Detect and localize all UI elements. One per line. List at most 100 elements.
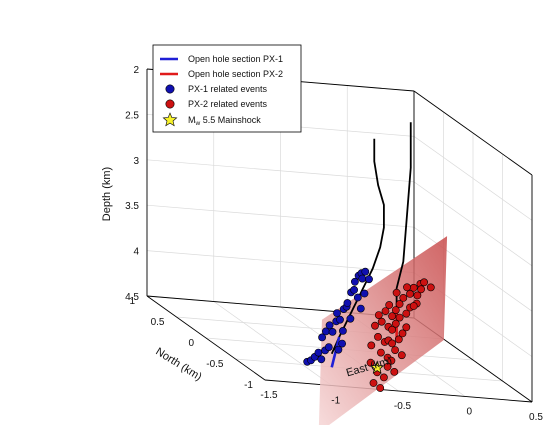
px2-event-point [417, 285, 425, 294]
px2-event-point [403, 283, 411, 292]
px2-event-point [426, 283, 435, 292]
px2-event-point [376, 384, 385, 392]
legend-label-mainshock: Mw 5.5 Mainshock [188, 115, 261, 127]
legend-label-px1-line: Open hole section PX-1 [188, 54, 283, 64]
axis-box-edge [146, 295, 266, 381]
px2-event-point [391, 319, 400, 328]
px2-event-point [383, 362, 392, 371]
north-tick-label: 0.5 [151, 317, 165, 328]
px1-event-point [361, 267, 370, 276]
px2-event-point [394, 335, 403, 344]
px2-event-point [409, 283, 418, 292]
px1-event-point [336, 315, 344, 324]
px1-event-point [350, 285, 358, 294]
px2-event-point [377, 317, 386, 326]
px2-event-point [406, 289, 414, 298]
px2-event-point [390, 367, 399, 376]
px1-event-point [356, 304, 365, 313]
px2-event-point [388, 339, 396, 348]
px1-event-point [353, 293, 362, 302]
px2-event-point [374, 332, 382, 341]
px1-event-point [318, 333, 326, 342]
px2-event-point [420, 278, 428, 287]
east-tick-label: -1.5 [260, 390, 278, 401]
px1-event-point [346, 314, 355, 323]
px1-event-point [324, 343, 333, 351]
px2-event-point [374, 311, 383, 319]
px2-event-point [397, 351, 406, 360]
px2-event-point [367, 341, 376, 350]
depth-axis-label: Depth (km) [101, 167, 113, 221]
grid-line-depth [146, 159, 533, 267]
px2-event-point [395, 300, 404, 308]
depth-tick-label: 3 [133, 156, 139, 167]
px2-event-point [395, 313, 404, 322]
legend-label-px1-events: PX-1 related events [188, 84, 268, 94]
px2-event-point [391, 306, 400, 314]
axis-box-edge [413, 90, 533, 176]
legend-label-px2-line: Open hole section PX-2 [188, 69, 283, 79]
px1-event-point [350, 277, 359, 286]
legend-label-px2-events: PX-2 related events [188, 99, 268, 109]
east-tick-label: -1 [331, 396, 340, 407]
depth-tick-label: 2.5 [125, 110, 139, 121]
px1-event-point [334, 345, 343, 354]
px1-event-point [317, 355, 326, 364]
px2-event-point [409, 302, 418, 310]
px2-event-point [387, 356, 396, 365]
depth-tick-label: 4.5 [125, 292, 139, 303]
px2-event-point [388, 325, 396, 334]
px1-event-point [325, 321, 334, 330]
event-layer [303, 267, 435, 392]
px1-event-point [358, 274, 367, 283]
px1-event-point [333, 309, 341, 317]
legend-swatch-mainshock-star [162, 112, 178, 127]
north-axis-label: North (km) [153, 346, 203, 384]
px1-event-point [328, 327, 337, 336]
axis-box-edge [264, 379, 533, 403]
tick-label-layer: 2 2.5 3 3.5 4 4.51 0.5 0 -0.5 -1 -1.5 -1 -0.5 0 0.5 [125, 65, 543, 423]
px2-event-point [402, 309, 411, 318]
px2-event-point [388, 312, 396, 321]
px1-event-point [343, 299, 352, 307]
east-tick-label: 0.5 [529, 412, 543, 423]
legend-label-mainshock-rest: 5.5 Mainshock [200, 115, 261, 125]
px1-event-point [365, 275, 373, 284]
px2-event-point [413, 291, 422, 300]
depth-tick-label: 2 [133, 65, 139, 76]
east-tick-label: 0 [466, 407, 472, 418]
north-tick-label: -1 [244, 380, 253, 391]
legend-swatch-px1-events [165, 84, 175, 94]
depth-tick-label: 3.5 [125, 201, 139, 212]
px2-event-point [381, 307, 390, 315]
north-tick-label: 1 [129, 296, 135, 307]
px2-event-point [402, 323, 411, 332]
px2-event-point [392, 288, 401, 297]
px2-event-point [366, 358, 375, 367]
legend-label-mainshock-m: M [188, 115, 196, 125]
px1-event-point [314, 348, 323, 357]
px2-event-point [399, 293, 408, 302]
px1-event-point [338, 339, 346, 348]
px2-event-point [385, 301, 394, 309]
legend-swatch-px2-events [165, 99, 175, 109]
px2-event-point [398, 329, 407, 338]
mainshock-star [370, 360, 385, 374]
px1-event-point [360, 289, 369, 298]
px2-event-point [369, 379, 378, 387]
north-tick-label: -0.5 [206, 359, 224, 370]
north-tick-label: 0 [188, 338, 194, 349]
px1-event-point [338, 326, 347, 335]
px2-event-point [391, 346, 399, 354]
depth-tick-label: 4 [133, 247, 139, 258]
legend-label-mainshock-sub: w [195, 120, 201, 127]
legend: Open hole section PX-1 Open hole section… [152, 44, 302, 133]
well-px1-trajectory [330, 138, 385, 355]
grid-line-depth [146, 204, 533, 312]
px2-event-point [376, 348, 385, 357]
px2-event-point [371, 321, 379, 330]
px2-event-point [379, 373, 388, 382]
east-tick-label: -0.5 [394, 401, 412, 412]
